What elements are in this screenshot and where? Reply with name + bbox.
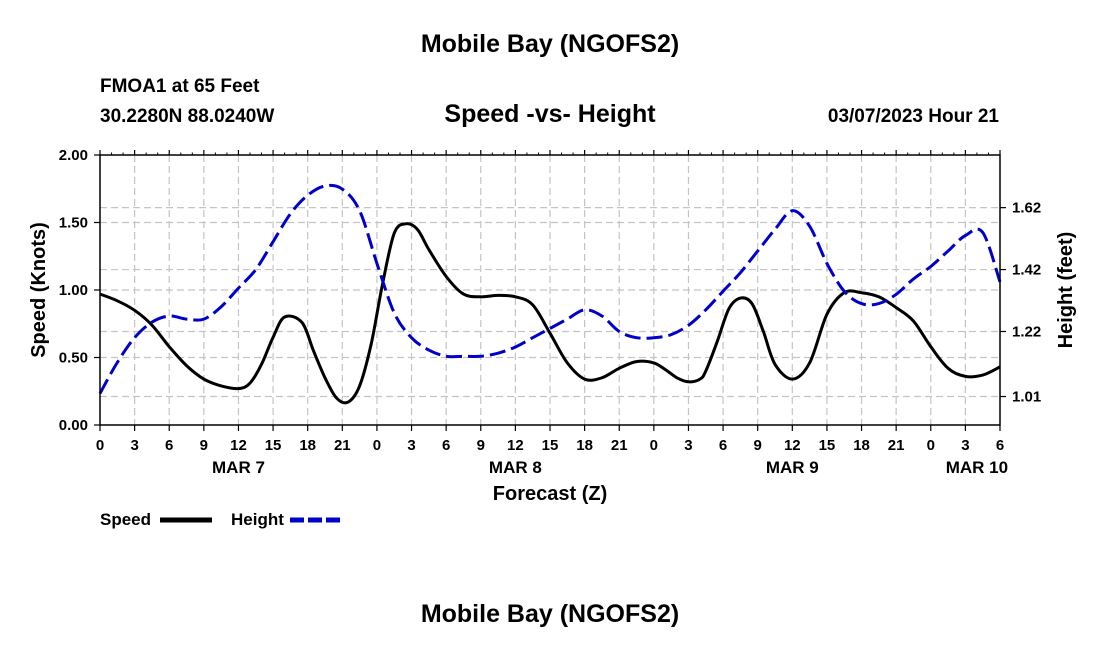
x-axis-label: Forecast (Z) [493,483,607,505]
chart-title: Mobile Bay (NGOFS2) [420,30,680,58]
y-axis-label-right: Height (feet) [1055,232,1077,349]
x-tick-label: 15 [819,437,836,454]
y-tick-label: 0.00 [59,417,88,434]
x-tick-label: 9 [477,437,485,454]
x-tick-label: 0 [373,437,381,454]
y2-tick-label: 1.01 [1012,389,1041,406]
x-tick-label: 9 [200,437,208,454]
x-tick-label: 3 [407,437,415,454]
x-tick-label: 21 [888,437,905,454]
series-layer [98,183,1002,405]
x-tick-label: 15 [265,437,282,454]
date-label: MAR 9 [766,458,819,477]
forecast-datetime: 03/07/2023 Hour 21 [827,106,999,127]
x-tick-label: 6 [165,437,173,454]
y-tick-label: 1.50 [59,215,88,232]
y2-tick-label: 1.22 [1012,323,1041,340]
date-label: MAR 10 [946,458,1008,477]
x-tick-label: 3 [961,437,969,454]
x-tick-label: 21 [611,437,628,454]
series-line-speed [99,222,1001,405]
y-tick-label: 1.00 [59,282,88,299]
y-tick-label: 2.00 [59,147,88,164]
x-tick-label: 0 [927,437,935,454]
x-tick-label: 0 [96,437,104,454]
x-tick-label: 12 [507,437,524,454]
legend: Speed Height [100,510,342,529]
x-tick-label: 6 [996,437,1004,454]
x-tick-label: 12 [230,437,247,454]
y2-tick-label: 1.62 [1012,200,1041,217]
y2-tick-label: 1.42 [1012,262,1041,279]
coordinates-label: 30.2280N 88.0240W [100,106,275,127]
axes: 0 3 6 9 12 15 18 21 0 3 6 9 12 15 18 21 0 3 6 9 12 15 18 21 0 3 6 0… [59,147,1041,477]
x-tick-label: 18 [576,437,593,454]
chart-subtitle: Speed -vs- Height [444,100,656,128]
x-tick-label: 18 [299,437,316,454]
x-tick-label: 6 [719,437,727,454]
y-axis-label-left: Speed (Knots) [28,222,50,358]
series-line-height [98,183,1002,395]
x-tick-label: 21 [334,437,351,454]
legend-label-speed: Speed [100,510,151,529]
x-tick-label: 0 [650,437,658,454]
station-label: FMOA1 at 65 Feet [100,76,260,97]
x-tick-label: 15 [542,437,559,454]
y-tick-label: 0.50 [59,350,88,367]
date-label: MAR 8 [489,458,542,477]
x-tick-label: 3 [684,437,692,454]
x-tick-label: 6 [442,437,450,454]
x-tick-label: 9 [754,437,762,454]
legend-label-height: Height [231,510,284,529]
footer-title: Mobile Bay (NGOFS2) [420,600,680,628]
x-tick-label: 12 [784,437,801,454]
date-label: MAR 7 [212,458,265,477]
x-tick-label: 18 [853,437,870,454]
x-tick-label: 3 [130,437,138,454]
